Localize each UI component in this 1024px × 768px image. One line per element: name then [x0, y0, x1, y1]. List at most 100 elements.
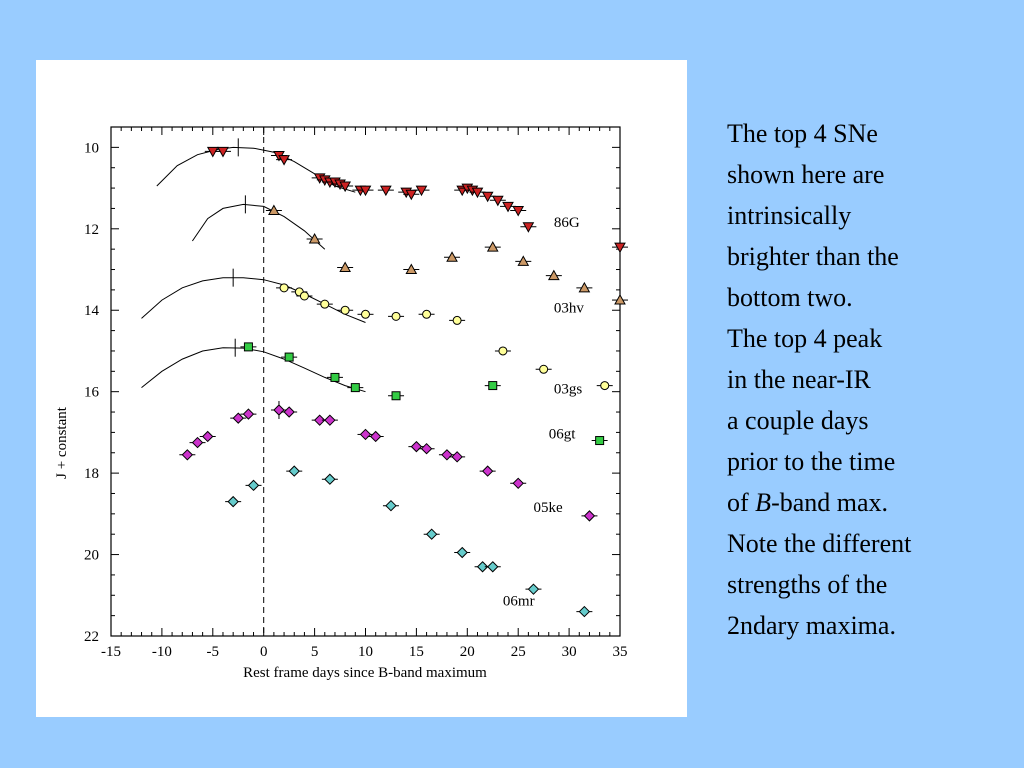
- data-point-86G: [522, 222, 535, 233]
- data-point-86G: [405, 189, 418, 201]
- data-point-03gs: [452, 315, 462, 325]
- y-tick-label: 22: [84, 629, 99, 645]
- data-point-86G: [481, 191, 494, 203]
- data-point-05ke: [451, 451, 463, 463]
- data-point-06mr: [456, 546, 468, 559]
- x-tick-label: 25: [511, 644, 526, 660]
- data-point-03gs: [299, 291, 309, 301]
- data-point-06mr: [527, 583, 540, 595]
- data-point-86G: [471, 187, 484, 199]
- data-point-05ke: [181, 449, 194, 461]
- x-tick-label: -15: [101, 644, 121, 660]
- notes-line: a couple days: [727, 406, 869, 435]
- slide-notes: The top 4 SNe shown here are intrinsical…: [727, 113, 1017, 646]
- fit-curve-86G: [156, 146, 356, 193]
- data-point-06gt: [284, 352, 294, 362]
- series-label-03gs: 03gs: [554, 382, 583, 398]
- x-tick-label: 10: [358, 644, 373, 660]
- data-point-03hv: [547, 269, 560, 281]
- data-point-06mr: [385, 499, 397, 512]
- data-point-86G: [217, 146, 229, 158]
- data-point-03gs: [600, 381, 610, 391]
- x-tick-label: 15: [409, 644, 424, 660]
- data-point-06gt: [330, 372, 340, 382]
- notes-line: of B-band max.: [727, 482, 1017, 523]
- series-label-06mr: 06mr: [503, 593, 535, 609]
- y-tick-label: 16: [84, 385, 100, 401]
- notes-line: in the near-IR: [727, 365, 871, 394]
- data-point-86G: [614, 242, 626, 254]
- x-tick-label: -5: [207, 644, 220, 660]
- data-point-06mr: [476, 561, 489, 573]
- data-point-05ke: [191, 436, 204, 449]
- y-tick-label: 14: [84, 303, 100, 319]
- data-point-05ke: [324, 414, 336, 426]
- data-point-03hv: [446, 251, 458, 262]
- notes-line: shown here are: [727, 160, 885, 189]
- notes-line: prior to the time: [727, 447, 896, 476]
- data-point-06gt: [488, 381, 498, 391]
- notes-text: -band max.: [771, 488, 889, 517]
- data-point-86G: [339, 181, 351, 193]
- data-point-05ke: [359, 428, 372, 441]
- x-tick-label: 0: [260, 644, 268, 660]
- data-point-05ke: [481, 465, 494, 477]
- fit-curve-03hv: [191, 203, 326, 250]
- data-point-06gt: [350, 383, 360, 393]
- data-point-03gs: [320, 299, 330, 309]
- data-point-86G: [359, 185, 372, 197]
- notes-line: strengths of the: [727, 570, 888, 599]
- notes-line: 2ndary maxima.: [727, 611, 896, 640]
- series-label-03hv: 03hv: [554, 300, 585, 316]
- data-point-86G: [415, 185, 428, 197]
- series-labels: 86G 03hv 03gs 06gt 05ke 06mr: [503, 215, 584, 610]
- notes-line: The top 4 SNe: [727, 119, 878, 148]
- data-point-05ke: [583, 510, 596, 522]
- x-axis-label: Rest frame days since B-band maximum: [243, 665, 487, 681]
- series-label-05ke: 05ke: [533, 500, 563, 516]
- data-point-06mr: [288, 465, 300, 477]
- data-point-86G: [278, 155, 290, 166]
- data-point-05ke: [420, 442, 433, 455]
- data-point-86G: [502, 201, 514, 213]
- series-label-06gt: 06gt: [549, 427, 577, 443]
- x-tick-label: -10: [152, 644, 172, 660]
- data-point-03hv: [578, 281, 591, 293]
- data-point-05ke: [410, 440, 423, 453]
- data-point-05ke: [202, 430, 214, 443]
- x-tick-label: 5: [311, 644, 319, 660]
- x-tick-label: 30: [562, 644, 577, 660]
- y-tick-label: 20: [84, 548, 99, 564]
- notes-italic-b: B: [755, 488, 772, 517]
- data-point-03gs: [340, 305, 350, 315]
- data-point-03gs: [422, 309, 432, 319]
- fit-curve-03gs: [141, 277, 366, 323]
- data-point-06mr: [247, 479, 260, 492]
- data-point-05ke: [369, 430, 382, 443]
- y-axis-label: J + constant: [54, 406, 70, 479]
- data-point-05ke: [232, 412, 244, 424]
- data-point-03hv: [268, 204, 280, 215]
- data-point-86G: [380, 185, 392, 197]
- data-point-05ke: [273, 404, 285, 416]
- data-point-03hv: [614, 294, 626, 305]
- data-point-03hv: [405, 263, 418, 275]
- data-points: [179, 146, 628, 618]
- data-point-03hv: [339, 261, 351, 272]
- series-label-86G: 86G: [554, 215, 580, 231]
- data-point-06mr: [487, 561, 499, 573]
- plot-frame: [110, 126, 621, 637]
- notes-line: Note the different: [727, 529, 912, 558]
- notes-line: bottom two.: [727, 283, 853, 312]
- data-point-06mr: [425, 528, 438, 540]
- data-point-05ke: [441, 449, 453, 461]
- x-tick-label: 20: [460, 644, 475, 660]
- data-point-05ke: [512, 477, 524, 490]
- y-tick-label: 12: [84, 222, 99, 238]
- plot-axes: -15 -10 -5 0 5 10 15 20 25 30 35 10 12 14 16 18 20 22: [84, 126, 628, 660]
- data-point-05ke: [283, 406, 295, 418]
- data-point-03hv: [308, 232, 321, 244]
- chart-panel: -15 -10 -5 0 5 10 15 20 25 30 35 10 12 14 16 18 20 22 86G…: [36, 60, 687, 717]
- y-tick-label: 18: [84, 466, 99, 482]
- data-point-86G: [491, 195, 504, 207]
